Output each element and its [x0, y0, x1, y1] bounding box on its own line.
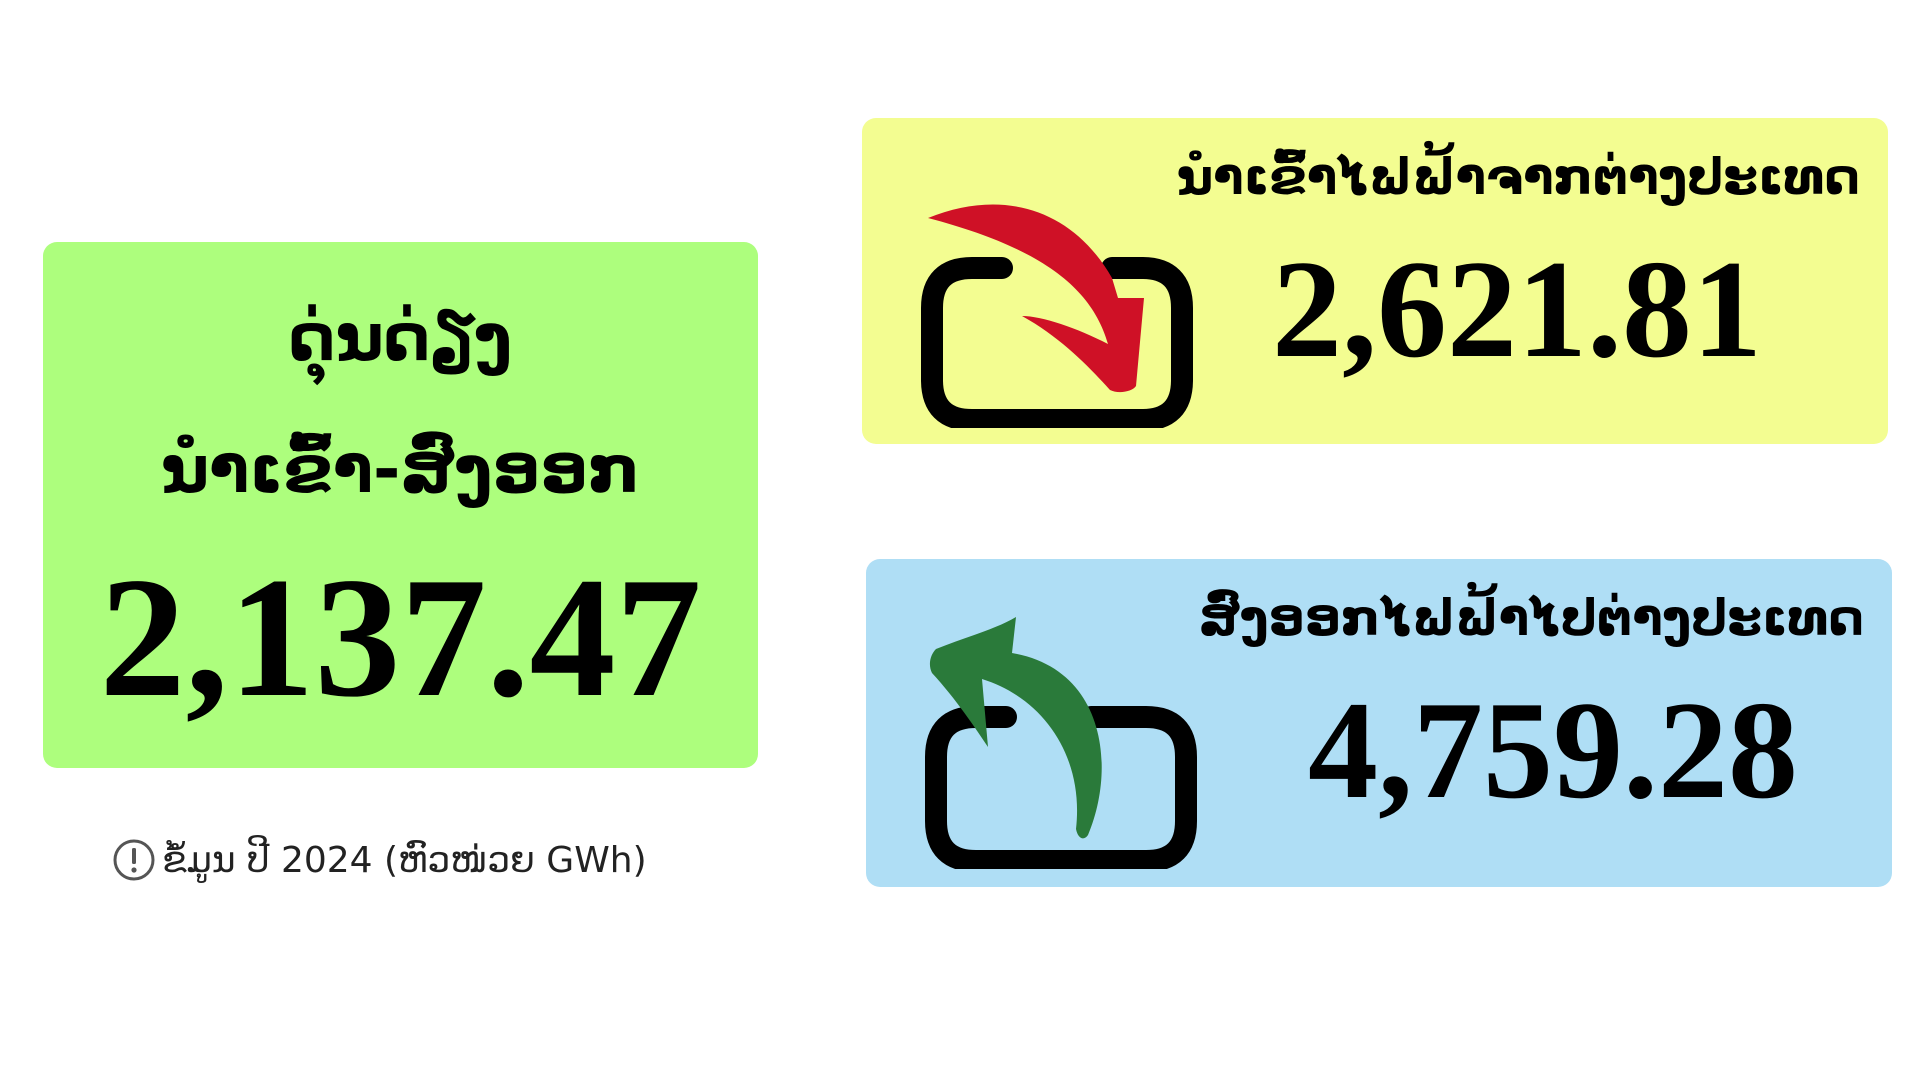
balance-title-line1: ດຸ່ນດ່ຽງ [288, 299, 513, 376]
balance-card: ດຸ່ນດ່ຽງ ນຳເຂົ້າ-ສົ່ງອອກ 2,137.47 [43, 242, 758, 768]
export-label: ສົ່ງອອກໄຟຟ້າໄປຕ່າງປະເທດ [1198, 589, 1864, 647]
import-arrow [928, 204, 1144, 393]
balance-value: 2,137.47 [99, 543, 702, 733]
export-value: 4,759.28 [1308, 673, 1798, 828]
export-arrow-icon [925, 617, 1197, 869]
export-arrow [929, 617, 1102, 839]
exclamation-circle-icon [113, 839, 155, 881]
import-arrow-icon [921, 204, 1193, 428]
import-value: 2,621.81 [1272, 232, 1762, 387]
data-note: ຂໍ້ມູນ ປີ 2024 (ຫົວໜ່ວຍ GWh) [112, 838, 647, 882]
import-label: ນຳເຂົ້າໄຟຟ້າຈາກຕ່າງປະເທດ [1176, 148, 1860, 206]
note-text: ຂໍ້ມູນ ປີ 2024 (ຫົວໜ່ວຍ GWh) [162, 839, 647, 881]
import-card: ນຳເຂົ້າໄຟຟ້າຈາກຕ່າງປະເທດ 2,621.81 [862, 118, 1888, 444]
balance-title-line2: ນຳເຂົ້າ-ສົ່ງອອກ [160, 431, 641, 508]
export-card: ສົ່ງອອກໄຟຟ້າໄປຕ່າງປະເທດ 4,759.28 [866, 559, 1892, 887]
